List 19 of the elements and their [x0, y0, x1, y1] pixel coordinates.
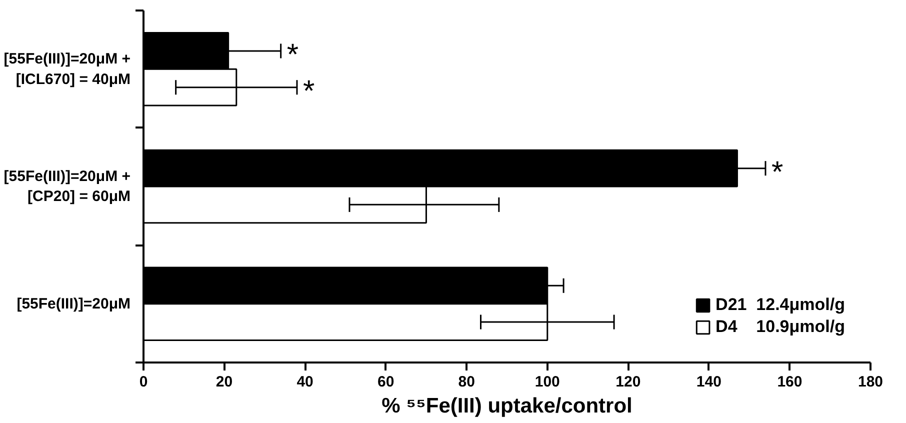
legend-label: D21 12.4μmol/g [716, 295, 845, 315]
legend-label: D4 10.9μmol/g [716, 317, 845, 337]
data-label: * [302, 74, 315, 108]
x-tick-label: 60 [377, 374, 394, 390]
x-tick-label: 140 [696, 374, 722, 390]
x-tick-label: 0 [139, 374, 148, 390]
data-label: * [771, 156, 784, 189]
x-tick-label: 80 [458, 374, 475, 390]
data-label: * [286, 38, 299, 72]
x-tick-label: 100 [534, 374, 560, 390]
x-axis-title: % ⁵⁵Fe(III) uptake/control [382, 394, 632, 418]
x-tick-label: 40 [296, 374, 314, 390]
y-tick-label: [55Fe(III)]=20μM + [CP20] = 60μM [4, 168, 131, 206]
x-tick-label: 20 [216, 374, 233, 390]
x-tick-label: 120 [616, 374, 641, 390]
x-tick-label: 180 [858, 374, 884, 390]
y-tick-label: [55Fe(III)]=20μM [16, 295, 131, 312]
y-tick-label: [55Fe(III)]=20μM + [ICL670] = 40μM [4, 50, 131, 88]
x-tick-label: 160 [777, 374, 802, 390]
